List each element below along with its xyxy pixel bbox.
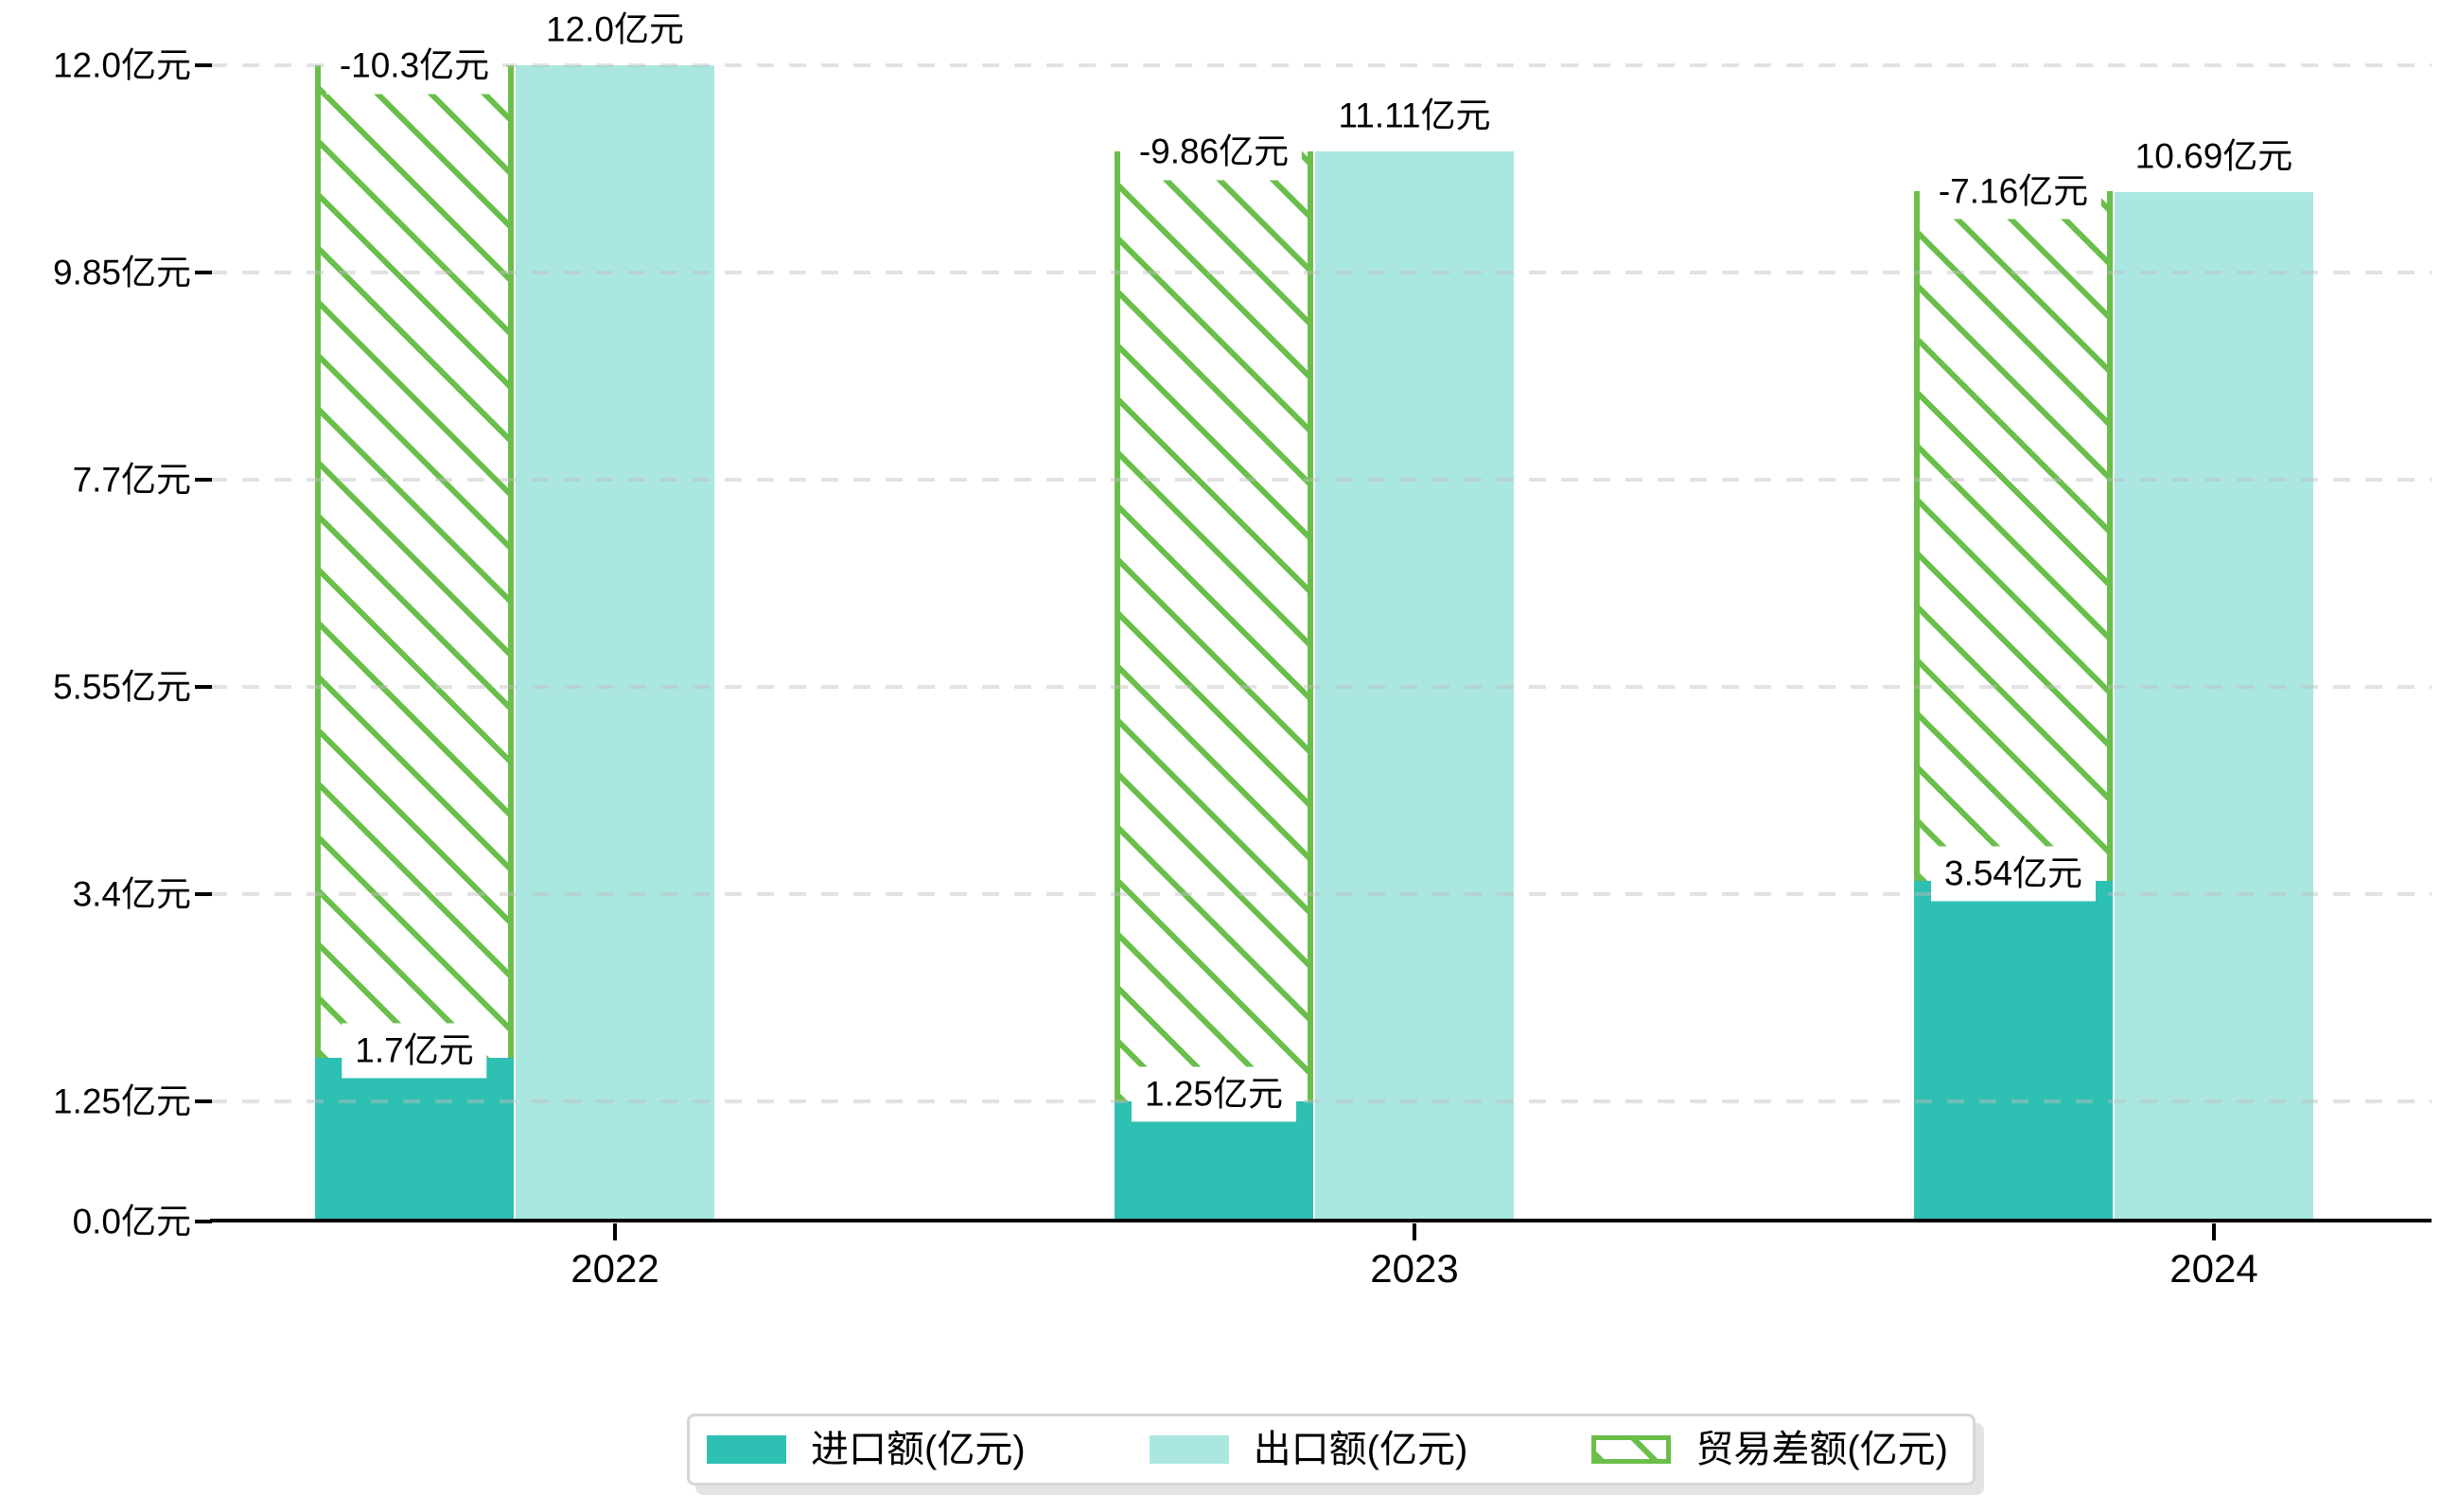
import-bar-2022	[315, 1057, 514, 1222]
chart-legend: 进口额(亿元) 出口额(亿元) 贸易差额(亿元)	[687, 1414, 1976, 1486]
x-axis-tick-label: 2022	[571, 1246, 659, 1291]
x-axis-tick-label: 2023	[1370, 1246, 1459, 1291]
y-tick-mark	[195, 478, 212, 483]
export-bar-2022	[516, 65, 714, 1222]
y-tick-mark	[195, 271, 212, 275]
trade-balance-bar-2023	[1115, 151, 1313, 1101]
trade-balance-swatch-icon	[1591, 1435, 1672, 1464]
legend-item-import: 进口额(亿元)	[707, 1431, 1026, 1468]
legend-label-import: 进口额(亿元)	[811, 1429, 1026, 1470]
import-value-label: 1.25亿元	[1131, 1066, 1297, 1122]
y-axis-tick-label: 12.0亿元	[52, 45, 191, 85]
export-value-label: 12.0亿元	[532, 2, 698, 59]
y-axis-tick-label: 1.25亿元	[52, 1081, 191, 1121]
legend-label-trade-balance: 贸易差额(亿元)	[1695, 1429, 1948, 1470]
y-axis-tick-label: 0.0亿元	[72, 1202, 191, 1241]
export-value-label: 11.11亿元	[1325, 88, 1504, 144]
y-tick-mark	[195, 685, 212, 689]
import-bar-2024	[1914, 880, 2113, 1222]
export-bar-2023	[1315, 151, 1514, 1222]
gridline	[210, 271, 2432, 275]
x-tick-mark	[1413, 1223, 1416, 1240]
y-tick-mark	[195, 891, 212, 896]
legend-item-trade-balance: 贸易差额(亿元)	[1591, 1431, 1948, 1468]
export-bar-2024	[2115, 191, 2313, 1222]
trade-balance-value-label: -7.16亿元	[1924, 164, 2102, 220]
x-axis-line	[210, 1219, 2432, 1222]
y-axis-tick-label: 7.7亿元	[72, 460, 191, 500]
import-value-label: 1.7亿元	[342, 1023, 487, 1079]
x-tick-mark	[2212, 1223, 2216, 1240]
gridline	[210, 1099, 2432, 1103]
export-value-label: 10.69亿元	[2121, 129, 2307, 185]
legend-label-export: 出口额(亿元)	[1253, 1429, 1468, 1470]
legend-item-export: 出口额(亿元)	[1149, 1429, 1468, 1470]
gridline	[210, 891, 2432, 896]
gridline	[210, 685, 2432, 689]
y-tick-mark	[195, 63, 212, 68]
trade-balance-bar-2022	[315, 65, 514, 1058]
trade-balance-bar-2024	[1914, 190, 2113, 881]
y-axis-tick-label: 5.55亿元	[52, 667, 191, 707]
x-axis-tick-label: 2024	[2169, 1246, 2258, 1291]
trade-balance-value-label: -9.86亿元	[1125, 124, 1303, 180]
y-tick-mark	[195, 1099, 212, 1103]
trade-balance-value-label: -10.3亿元	[325, 38, 503, 95]
export-swatch-icon	[1149, 1435, 1229, 1464]
gridline	[210, 63, 2432, 68]
import-value-label: 3.54亿元	[1930, 846, 2097, 902]
import-swatch-icon	[707, 1435, 786, 1464]
gridline	[210, 478, 2432, 483]
y-axis-tick-label: 3.4亿元	[72, 874, 191, 914]
x-tick-mark	[613, 1223, 617, 1240]
y-tick-mark	[195, 1220, 212, 1223]
y-axis-tick-label: 9.85亿元	[52, 253, 191, 292]
